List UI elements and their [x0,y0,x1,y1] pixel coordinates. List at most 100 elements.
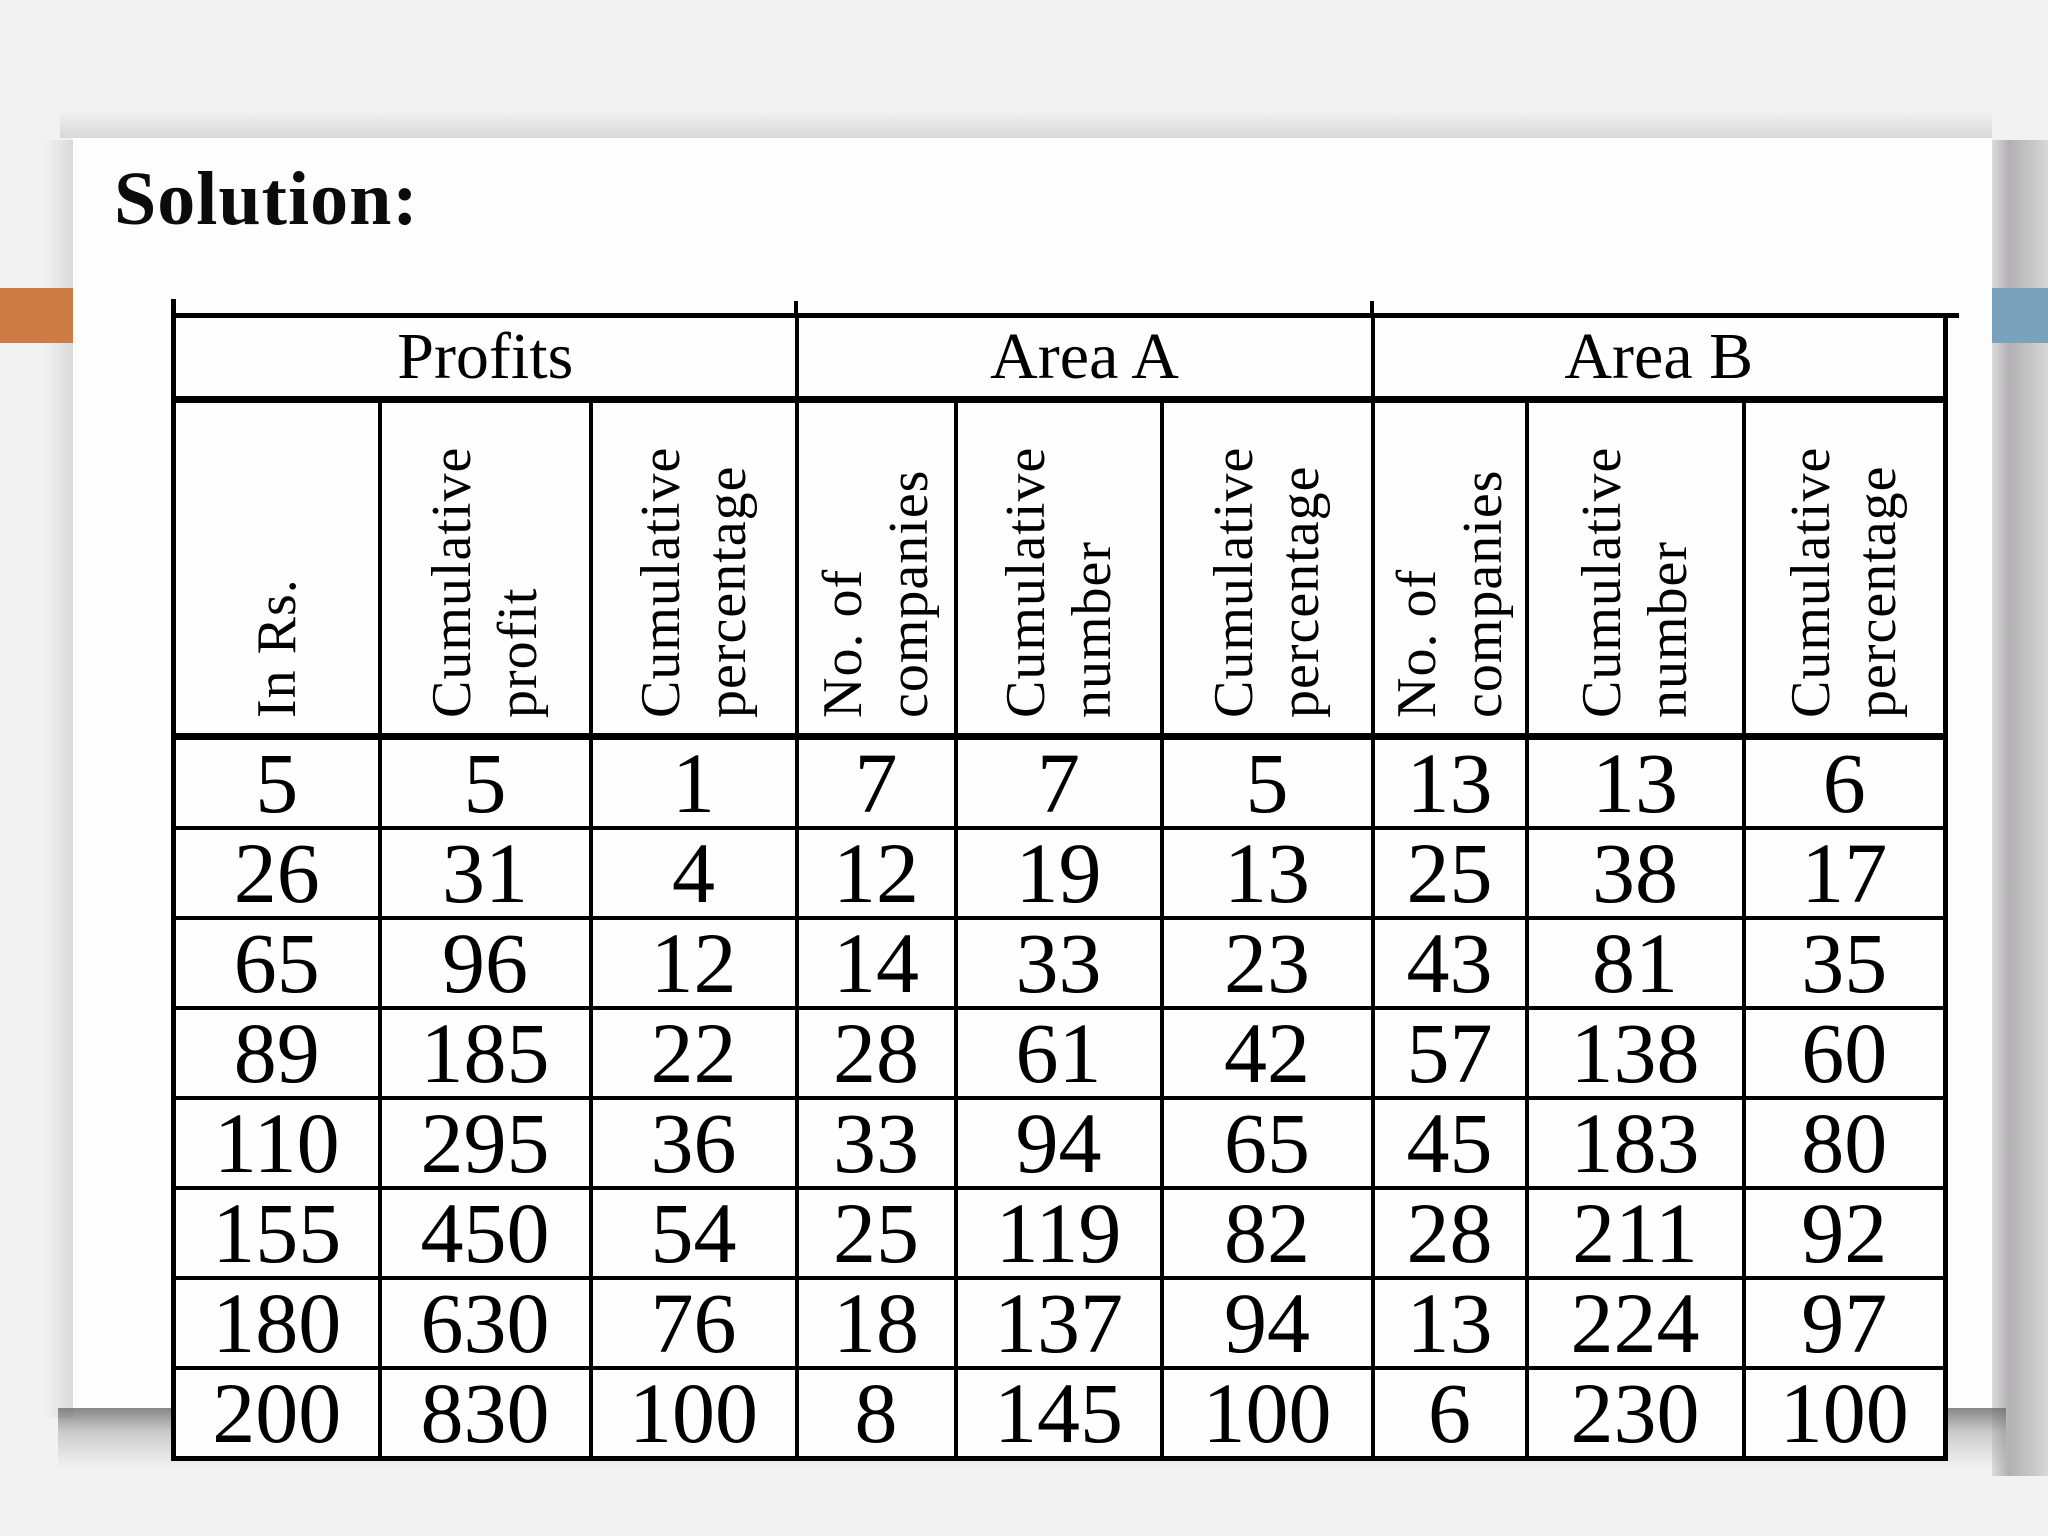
table-cell: 33 [953,916,1164,1010]
table-cell: 12 [588,916,799,1010]
table-cell: 12 [794,826,958,920]
table-cell: 14 [794,916,958,1010]
table-cell: 60 [1741,1006,1948,1100]
table-cell: 13 [1524,734,1746,830]
table-cell: 35 [1741,916,1948,1010]
column-header-cumulative-number-b: Cumulative number [1524,397,1746,740]
table-cell: 183 [1524,1096,1746,1190]
table-cell: 5 [171,734,382,830]
table-cell: 65 [1159,1096,1375,1190]
table-line-artifact [794,301,798,315]
table-cell: 450 [377,1186,593,1280]
slide-shadow-right [1992,140,2048,1476]
accent-bar-left [0,288,73,343]
table-cell: 43 [1370,916,1529,1010]
solution-table: Profits Area A Area B In Rs. Cumulative … [171,313,1949,1461]
table-cell: 13 [1370,1276,1529,1370]
group-header-row: Profits Area A Area B [171,313,1948,403]
column-header-no-of-companies-b: No. of companies [1370,397,1529,740]
accent-bar-right [1992,288,2048,343]
table-cell: 6 [1741,734,1948,830]
table-cell: 65 [171,916,382,1010]
table-cell: 94 [1159,1276,1375,1370]
page-title: Solution: [114,157,419,241]
table-cell: 8 [794,1366,958,1461]
column-header-cumulative-percentage-a: Cumulative percentage [1159,397,1375,740]
table-cell: 1 [588,734,799,830]
table-cell: 54 [588,1186,799,1280]
table-cell: 89 [171,1006,382,1100]
table-cell: 13 [1370,734,1529,830]
table-cell: 25 [1370,826,1529,920]
table-cell: 31 [377,826,593,920]
table-cell: 45 [1370,1096,1529,1190]
group-header-area-a: Area A [794,313,1375,403]
table-cell: 94 [953,1096,1164,1190]
table-cell: 630 [377,1276,593,1370]
table-cell: 137 [953,1276,1164,1370]
table-cell: 38 [1524,826,1746,920]
table-cell: 28 [1370,1186,1529,1280]
table-cell: 145 [953,1366,1164,1461]
table-row: 200 830 100 8 145 100 6 230 100 [171,1366,1948,1461]
table-cell: 82 [1159,1186,1375,1280]
table-row: 65 96 12 14 33 23 43 81 35 [171,916,1948,1010]
table-cell: 295 [377,1096,593,1190]
column-header-cumulative-percentage-profits: Cumulative percentage [588,397,799,740]
column-header-cumulative-profit: Cumulative profit [377,397,593,740]
table-cell: 23 [1159,916,1375,1010]
table-cell: 100 [588,1366,799,1461]
table-cell: 26 [171,826,382,920]
table-cell: 5 [1159,734,1375,830]
table-cell: 36 [588,1096,799,1190]
table-cell: 92 [1741,1186,1948,1280]
table-row: 110 295 36 33 94 65 45 183 80 [171,1096,1948,1190]
table-line-artifact [171,299,176,315]
table-cell: 76 [588,1276,799,1370]
table-cell: 6 [1370,1366,1529,1461]
column-header-cumulative-number-a: Cumulative number [953,397,1164,740]
table-line-artifact [1943,313,1959,318]
slide-shadow-left [43,140,73,1418]
table-cell: 22 [588,1006,799,1100]
table-row: 5 5 1 7 7 5 13 13 6 [171,734,1948,830]
table-row: 26 31 4 12 19 13 25 38 17 [171,826,1948,920]
table-cell: 19 [953,826,1164,920]
table-cell: 100 [1159,1366,1375,1461]
table-cell: 61 [953,1006,1164,1100]
table-cell: 33 [794,1096,958,1190]
table-cell: 96 [377,916,593,1010]
table-cell: 25 [794,1186,958,1280]
table-cell: 7 [953,734,1164,830]
table-line-artifact [1370,301,1374,315]
table-cell: 81 [1524,916,1746,1010]
table-head: Profits Area A Area B In Rs. Cumulative … [171,313,1948,740]
table-cell: 224 [1524,1276,1746,1370]
table-cell: 185 [377,1006,593,1100]
table-cell: 110 [171,1096,382,1190]
slide-shadow-top [60,110,1992,138]
table-cell: 18 [794,1276,958,1370]
table-row: 155 450 54 25 119 82 28 211 92 [171,1186,1948,1280]
table-cell: 42 [1159,1006,1375,1100]
table-row: 180 630 76 18 137 94 13 224 97 [171,1276,1948,1370]
table-cell: 138 [1524,1006,1746,1100]
column-header-no-of-companies-a: No. of companies [794,397,958,740]
table-cell: 5 [377,734,593,830]
column-header-row: In Rs. Cumulative profit Cumulative perc… [171,397,1948,740]
table-cell: 28 [794,1006,958,1100]
column-header-cumulative-percentage-b: Cumulative percentage [1741,397,1948,740]
table-cell: 119 [953,1186,1164,1280]
table-cell: 230 [1524,1366,1746,1461]
table-cell: 155 [171,1186,382,1280]
table-cell: 830 [377,1366,593,1461]
group-header-area-b: Area B [1370,313,1948,403]
column-header-in-rs: In Rs. [171,397,382,740]
table-cell: 17 [1741,826,1948,920]
table-body: 5 5 1 7 7 5 13 13 6 26 31 4 12 19 13 25 38 17 65 96 12 14 33 23… [171,734,1948,1461]
table-cell: 57 [1370,1006,1529,1100]
table-cell: 13 [1159,826,1375,920]
table-cell: 97 [1741,1276,1948,1370]
table-line-artifact [171,1395,176,1408]
